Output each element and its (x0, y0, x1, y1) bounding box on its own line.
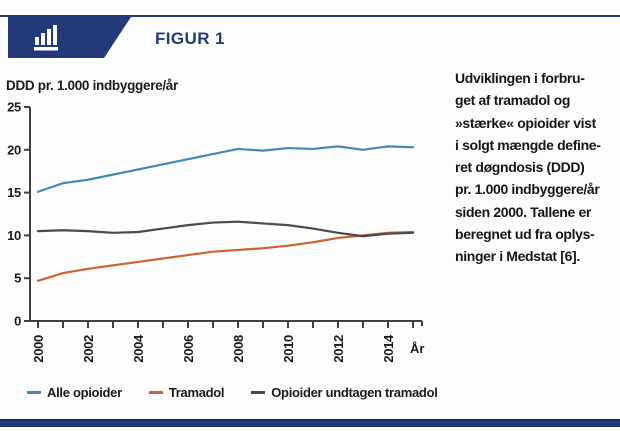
legend-swatch (251, 391, 266, 394)
series-line-2 (36, 220, 415, 238)
bar-chart-icon (34, 25, 64, 51)
bottom-rule (0, 419, 620, 427)
axes (29, 107, 422, 322)
y-tick-label: 10 (7, 228, 21, 243)
legend-item: Opioider undtagen tramadol (251, 385, 438, 400)
y-tick-label: 5 (14, 271, 21, 286)
y-axis-title: DDD pr. 1.000 indbyggere/år (6, 78, 178, 93)
legend: Alle opioider Tramadol Opioider undtagen… (27, 385, 438, 400)
x-tick-label: 2002 (81, 335, 96, 363)
y-tick-label: 15 (7, 185, 21, 200)
legend-item-label: Alle opioider (47, 385, 122, 400)
figure-badge (8, 17, 131, 58)
legend-swatch (27, 391, 41, 394)
x-axis-unit: År (410, 341, 424, 356)
top-rule (0, 15, 620, 17)
series-line-0 (36, 145, 415, 193)
series-line-1 (36, 230, 415, 282)
chart-svg: 0 5 10 15 20 25 2000 2002 2004 2006 2008 2010 2012 20… (7, 100, 424, 363)
y-tick-label: 25 (7, 100, 21, 115)
legend-item: Tramadol (148, 385, 225, 400)
y-tick-label: 20 (7, 142, 21, 157)
x-tick-label: 2010 (281, 335, 296, 363)
figure-caption: Udviklingen i forbru- get af tramadol og… (455, 70, 601, 265)
x-tick-label: 2004 (131, 334, 146, 363)
x-tick-label: 2006 (181, 335, 196, 363)
legend-item-label: Opioider undtagen tramadol (271, 385, 438, 400)
y-tick-label: 0 (14, 314, 21, 329)
x-tick-label: 2000 (31, 335, 46, 363)
x-tick-label: 2014 (381, 334, 396, 363)
legend-swatch (148, 391, 163, 394)
x-tick-label: 2012 (331, 335, 346, 363)
legend-item: Alle opioider (27, 385, 122, 400)
x-tick-label: 2008 (231, 335, 246, 363)
figure-title: FIGUR 1 (155, 29, 225, 48)
legend-item-label: Tramadol (168, 385, 225, 400)
